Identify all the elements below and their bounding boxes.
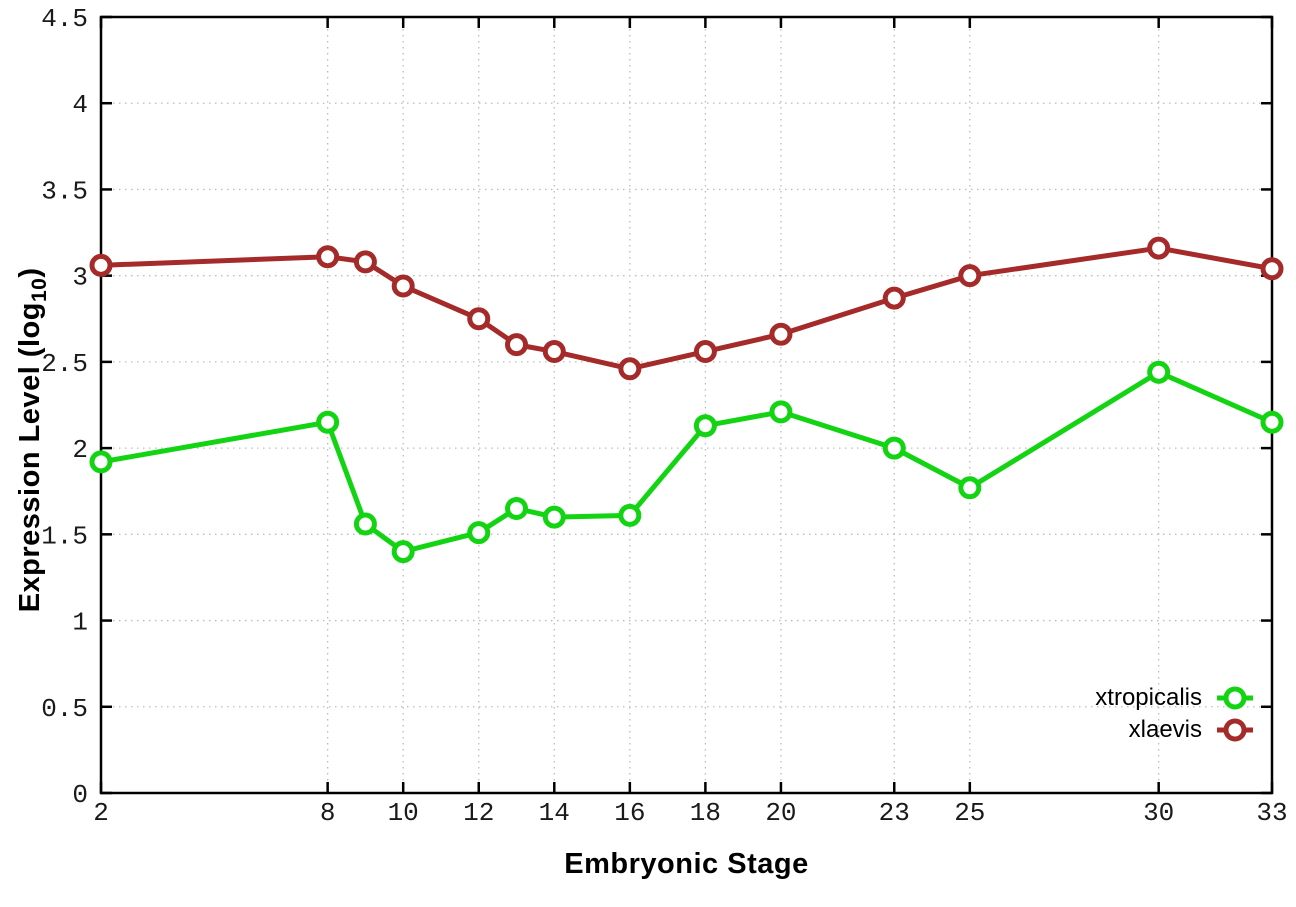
- y-tick-label: 1: [72, 608, 88, 638]
- x-axis-label: Embryonic Stage: [564, 848, 809, 880]
- y-axis-label-subscript: 10: [27, 277, 51, 303]
- data-point-xlaevis-stage-12: [467, 307, 491, 331]
- data-point-xlaevis-stage-33: [1260, 257, 1284, 281]
- x-tick-label: 10: [388, 798, 419, 828]
- x-tick-label: 33: [1256, 798, 1287, 828]
- data-point-xlaevis-stage-23: [882, 286, 906, 310]
- y-tick-label: 1.5: [41, 521, 88, 551]
- legend-marker-xtropicalis-icon: [1217, 686, 1253, 710]
- x-tick-label: 8: [320, 798, 336, 828]
- data-point-xtropicalis-stage-14: [542, 505, 566, 529]
- data-point-xtropicalis-stage-13: [505, 496, 529, 520]
- legend-item-xtropicalis: xtropicalis: [1095, 683, 1256, 713]
- y-tick-label: 4.5: [41, 4, 88, 34]
- legend-label-xlaevis: xlaevis: [1128, 716, 1202, 743]
- y-tick-label: 3.5: [41, 176, 88, 206]
- data-point-xlaevis-stage-25: [958, 264, 982, 288]
- x-tick-label: 16: [614, 798, 645, 828]
- data-point-xtropicalis-stage-23: [882, 436, 906, 460]
- data-point-xtropicalis-stage-18: [693, 414, 717, 438]
- tick-marks: [99, 15, 1274, 795]
- data-series: [89, 236, 1284, 564]
- y-tick-label: 0: [72, 780, 88, 810]
- data-point-xlaevis-stage-2: [89, 253, 113, 277]
- series-line-xlaevis: [98, 245, 1275, 372]
- x-tick-label: 25: [954, 798, 985, 828]
- data-point-xtropicalis-stage-10: [391, 540, 415, 564]
- legend-label-xtropicalis: xtropicalis: [1095, 684, 1202, 711]
- x-tick-labels: 2 8 10 12 14 16 18 20 23 25 30 33: [93, 798, 1287, 828]
- x-tick-label: 18: [690, 798, 721, 828]
- y-axis-label-suffix: ): [14, 267, 47, 278]
- data-point-xlaevis-stage-14: [542, 340, 566, 364]
- data-point-xtropicalis-stage-33: [1260, 410, 1284, 434]
- data-point-xtropicalis-stage-8: [316, 410, 340, 434]
- data-point-xtropicalis-stage-30: [1147, 360, 1171, 384]
- y-tick-label: 0.5: [41, 694, 88, 724]
- data-point-xlaevis-stage-10: [391, 274, 415, 298]
- x-tick-label: 14: [539, 798, 570, 828]
- x-tick-label: 30: [1143, 798, 1174, 828]
- data-point-xtropicalis-stage-20: [769, 400, 793, 424]
- y-tick-label: 4: [72, 90, 88, 120]
- data-point-xtropicalis-stage-16: [618, 503, 642, 527]
- y-tick-label: 2.5: [41, 349, 88, 379]
- x-tick-label: 20: [765, 798, 796, 828]
- series-line-xtropicalis: [98, 369, 1275, 555]
- data-point-xlaevis-stage-8: [316, 245, 340, 269]
- x-tick-label: 2: [93, 798, 109, 828]
- y-axis-label: Expression Level (log10): [14, 230, 52, 650]
- data-point-xlaevis-stage-30: [1147, 236, 1171, 260]
- data-point-xlaevis-stage-16: [618, 357, 642, 381]
- x-tick-label: 12: [463, 798, 494, 828]
- data-point-xtropicalis-stage-12: [467, 521, 491, 545]
- axis-border: [99, 15, 1274, 795]
- y-tick-label: 2: [72, 435, 88, 465]
- y-tick-label: 3: [72, 263, 88, 293]
- legend: xtropicalis xlaevis: [1095, 683, 1256, 745]
- data-point-xlaevis-stage-13: [505, 333, 529, 357]
- y-tick-labels: 0 0.5 1 1.5 2 2.5 3 3.5 4 4.5: [41, 4, 88, 810]
- grid-lines: [101, 17, 1272, 793]
- y-axis-label-text: Expression Level (log: [14, 302, 47, 613]
- data-point-xlaevis-stage-20: [769, 322, 793, 346]
- x-tick-label: 23: [879, 798, 910, 828]
- data-point-xtropicalis-stage-9: [353, 512, 377, 536]
- legend-item-xlaevis: xlaevis: [1095, 715, 1256, 745]
- legend-marker-xlaevis-icon: [1217, 718, 1253, 742]
- plot-border: [99, 15, 1274, 795]
- data-point-xlaevis-stage-9: [353, 250, 377, 274]
- data-point-xtropicalis-stage-25: [958, 476, 982, 500]
- data-point-xlaevis-stage-18: [693, 340, 717, 364]
- data-point-xtropicalis-stage-2: [89, 450, 113, 474]
